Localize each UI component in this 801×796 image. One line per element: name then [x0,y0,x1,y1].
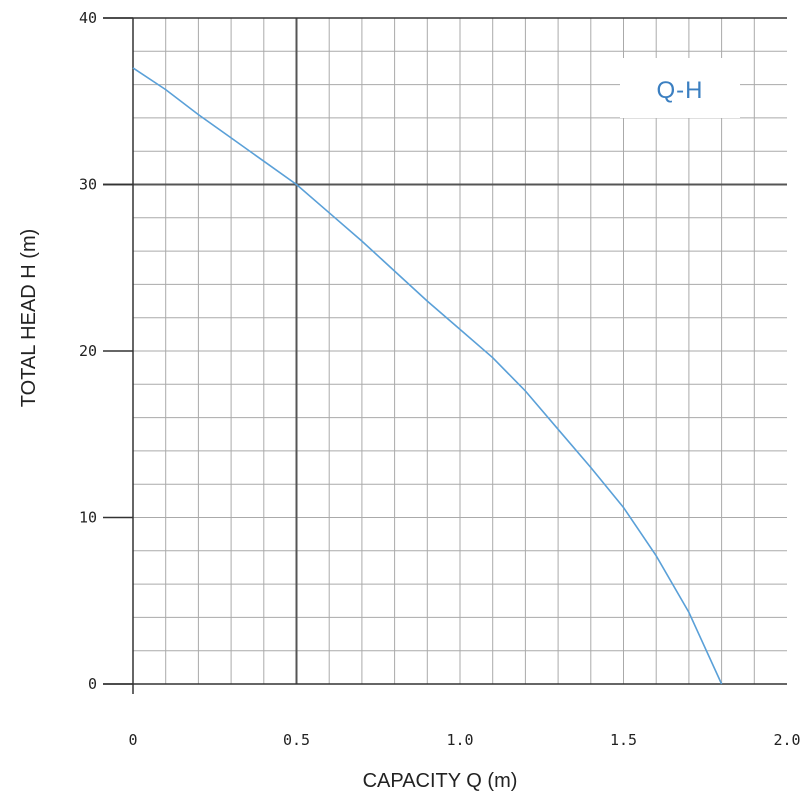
series-layer [132,67,723,685]
x-tick-labels: 0 0.5 1.0 1.5 2.0 [128,731,800,749]
x-axis-title: CAPACITY Q (m) [363,770,518,792]
x-tick-label: 0 [128,731,137,749]
y-axis-title: TOTAL HEAD H (m) [18,229,40,408]
y-tick-label: 10 [79,509,97,527]
y-tick-labels: 0 10 20 30 40 [79,9,97,693]
legend: Q-H [620,58,740,118]
y-tick-label: 40 [79,9,97,27]
qh-curve-line [132,67,723,685]
legend-label-qh: Q-H [657,77,704,104]
x-tick-label: 2.0 [773,731,800,749]
y-tick-label: 20 [79,342,97,360]
x-tick-label: 0.5 [283,731,310,749]
x-tick-label: 1.0 [446,731,473,749]
y-tick-label: 30 [79,176,97,194]
axes [103,17,787,694]
legend-box [620,58,740,118]
major-gridlines [103,18,787,684]
y-tick-label: 0 [88,675,97,693]
minor-gridlines [133,18,787,684]
x-tick-label: 1.5 [610,731,637,749]
